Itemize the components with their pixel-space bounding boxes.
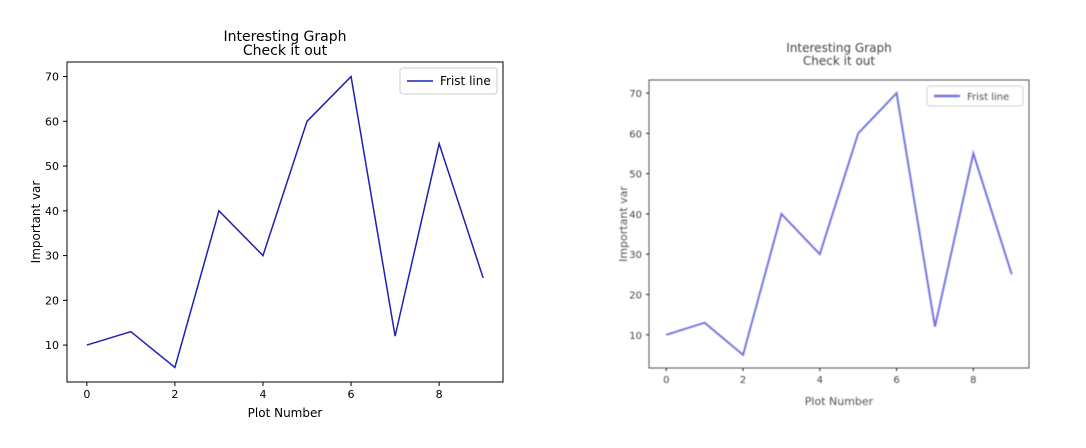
x-tick-label: 6 [348, 388, 355, 401]
legend-label: Frist line [440, 74, 491, 88]
y-tick-label: 40 [45, 205, 59, 218]
y-tick-label: 60 [629, 129, 642, 140]
x-tick-label: 4 [817, 375, 823, 386]
y-axis-label: Important var [617, 186, 630, 262]
chart-title-line-1: Interesting Graph [786, 41, 891, 55]
y-tick-label: 60 [45, 115, 59, 128]
legend: Frist line [399, 67, 498, 95]
x-tick-label: 6 [893, 375, 899, 386]
y-tick-label: 70 [45, 71, 59, 84]
y-tick-label: 50 [629, 170, 642, 181]
series-line-1 [86, 74, 484, 369]
chart-panel-left: Interesting Graph Check it out 0 2 4 6 8 10 20 30… [29, 29, 504, 420]
y-axis-label: Important var [29, 181, 43, 264]
y-tick-label: 30 [45, 250, 59, 263]
y-tick-label: 10 [629, 331, 642, 342]
y-tick-label: 40 [629, 210, 642, 221]
legend: Frist line [926, 85, 1024, 107]
x-tick-label: 2 [740, 375, 746, 386]
y-tick-label: 30 [629, 250, 642, 261]
y-tick-label: 70 [629, 89, 642, 100]
y-tick-label: 50 [45, 160, 59, 173]
chart-title-line-2: Check it out [243, 43, 328, 59]
y-tick-label: 20 [629, 290, 642, 301]
legend-box [399, 67, 498, 95]
x-axis-label: Plot Number [805, 395, 874, 408]
legend-label: Frist line [967, 92, 1009, 103]
x-tick-label: 4 [259, 388, 266, 401]
chart-title-line-1: Interesting Graph [224, 29, 347, 45]
series-line-1 [665, 90, 1013, 357]
x-axis-label: Plot Number [248, 406, 323, 420]
y-tick-label: 20 [45, 294, 59, 307]
x-tick-label: 2 [171, 388, 178, 401]
chart-title-line-2: Check it out [803, 54, 876, 68]
chart-panel-right: Interesting Graph Check it out 0 2 4 6 8 10 20 30… [543, 0, 1086, 448]
legend-box [926, 85, 1024, 107]
x-tick-label: 0 [663, 375, 669, 386]
plot-frame [66, 61, 504, 383]
x-tick-label: 0 [83, 388, 90, 401]
y-tick-label: 10 [45, 339, 59, 352]
x-tick-label: 8 [970, 375, 976, 386]
plot-frame [648, 79, 1030, 369]
x-tick-label: 8 [436, 388, 443, 401]
